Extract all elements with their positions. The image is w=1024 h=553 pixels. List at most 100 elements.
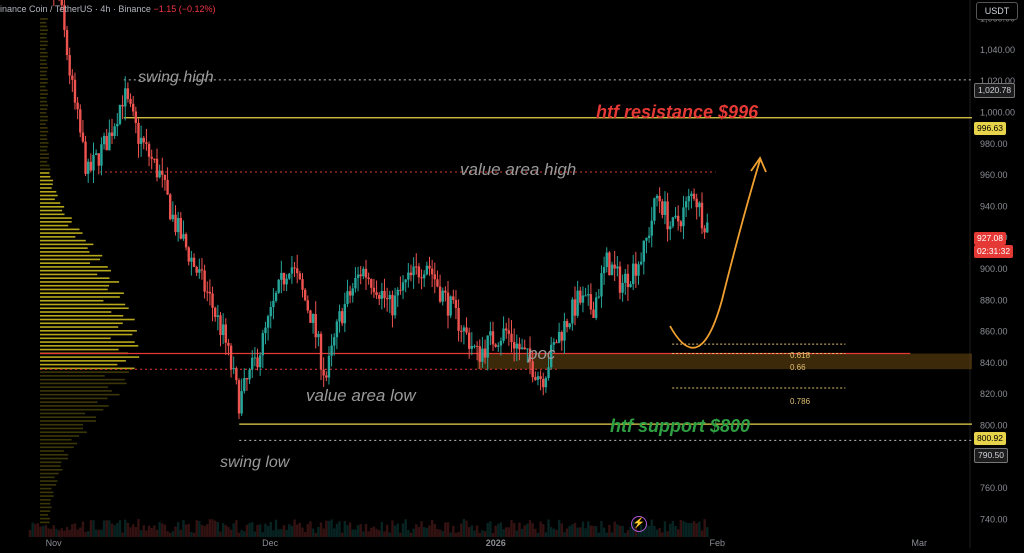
candle-body bbox=[460, 330, 463, 332]
candle-body bbox=[560, 332, 563, 341]
volume-bar bbox=[676, 529, 680, 537]
volume-bar bbox=[216, 521, 220, 537]
volume-bar bbox=[605, 532, 608, 537]
volume-bar bbox=[251, 522, 254, 537]
volume-bar bbox=[42, 525, 45, 537]
lightning-icon[interactable]: ⚡ bbox=[631, 516, 647, 532]
volume-bar bbox=[520, 528, 524, 537]
y-tick-label: 840.00 bbox=[980, 358, 1008, 368]
volume-bar bbox=[171, 531, 175, 537]
volume-bar bbox=[703, 519, 706, 537]
profile-bar bbox=[40, 521, 50, 524]
volume-bar bbox=[57, 530, 61, 537]
candle-body bbox=[700, 202, 704, 229]
candle-body bbox=[534, 377, 537, 380]
profile-bar bbox=[40, 243, 94, 246]
candle-body bbox=[629, 284, 632, 288]
volume-bar bbox=[679, 519, 683, 537]
candle-body bbox=[457, 307, 460, 331]
candle-body bbox=[237, 380, 241, 414]
profile-bar bbox=[40, 491, 54, 494]
candle-body bbox=[687, 196, 690, 202]
candle-body bbox=[531, 361, 534, 378]
candle-body bbox=[224, 324, 227, 343]
volume-bar bbox=[669, 523, 672, 537]
profile-bar bbox=[40, 93, 48, 95]
candle-body bbox=[594, 297, 598, 318]
candle-body bbox=[494, 344, 497, 347]
candle-body bbox=[682, 207, 685, 227]
profile-bar bbox=[40, 127, 48, 129]
profile-bar bbox=[40, 360, 126, 362]
volume-bar bbox=[637, 531, 640, 537]
candle-body bbox=[145, 142, 148, 144]
volume-bar bbox=[169, 532, 172, 537]
volume-bar bbox=[510, 519, 513, 537]
candle-body bbox=[653, 198, 656, 221]
candle-body bbox=[184, 234, 188, 248]
currency-selector[interactable]: USDT bbox=[976, 2, 1018, 20]
candle-body bbox=[171, 214, 175, 220]
candle-body bbox=[698, 202, 701, 208]
volume-bar bbox=[211, 519, 214, 537]
candle-body bbox=[264, 327, 267, 334]
volume-bar bbox=[436, 528, 439, 537]
profile-bar bbox=[40, 363, 118, 366]
profile-bar bbox=[40, 277, 110, 279]
candle-body bbox=[129, 99, 132, 104]
volume-bar bbox=[372, 526, 376, 537]
candle-body bbox=[616, 266, 619, 269]
profile-bar bbox=[40, 74, 47, 77]
candle-body bbox=[415, 266, 418, 268]
candle-body bbox=[174, 214, 177, 233]
candle-body bbox=[153, 158, 156, 160]
candle-body bbox=[549, 344, 553, 368]
candle-body bbox=[438, 286, 442, 302]
volume-bar bbox=[409, 532, 413, 537]
candle-body bbox=[409, 272, 413, 276]
candle-body bbox=[293, 267, 296, 269]
volume-bar bbox=[187, 523, 190, 537]
volume-bar bbox=[391, 520, 394, 537]
volume-bar bbox=[121, 532, 124, 537]
profile-bar bbox=[40, 303, 126, 306]
volume-bar bbox=[666, 531, 669, 537]
volume-bar bbox=[266, 525, 270, 537]
profile-bar bbox=[40, 97, 47, 99]
candle-body bbox=[243, 378, 246, 392]
candle-body bbox=[624, 273, 627, 283]
candle-body bbox=[322, 369, 325, 376]
volume-bar bbox=[198, 521, 201, 537]
volume-bar bbox=[407, 529, 410, 537]
profile-bar bbox=[40, 453, 69, 456]
candle-body bbox=[637, 264, 640, 276]
x-tick-label: Dec bbox=[262, 538, 279, 548]
candle-body bbox=[280, 272, 283, 280]
volume-bar bbox=[573, 522, 577, 537]
volume-bar bbox=[34, 524, 37, 537]
profile-bar bbox=[40, 112, 47, 114]
candle-body bbox=[211, 293, 214, 308]
candle-body bbox=[187, 247, 190, 262]
profile-bar bbox=[40, 284, 110, 287]
price-change: −1.15 (−0.12%) bbox=[153, 4, 216, 14]
volume-bar bbox=[647, 525, 651, 537]
volume-bar bbox=[698, 521, 701, 537]
volume-bar bbox=[317, 527, 320, 537]
profile-bar bbox=[40, 480, 58, 482]
volume-bar bbox=[465, 520, 468, 537]
volume-bar bbox=[549, 527, 553, 537]
volume-bar bbox=[174, 526, 177, 537]
volume-bar bbox=[396, 523, 399, 537]
volume-bar bbox=[306, 524, 309, 537]
candle-body bbox=[589, 294, 593, 310]
volume-bar bbox=[507, 527, 511, 537]
htf-resistance-label: htf resistance $996 bbox=[596, 102, 759, 122]
profile-bar bbox=[40, 198, 55, 201]
profile-bar bbox=[40, 318, 135, 321]
profile-bar bbox=[40, 420, 96, 422]
volume-bar bbox=[290, 525, 294, 537]
volume-bar bbox=[671, 520, 675, 537]
